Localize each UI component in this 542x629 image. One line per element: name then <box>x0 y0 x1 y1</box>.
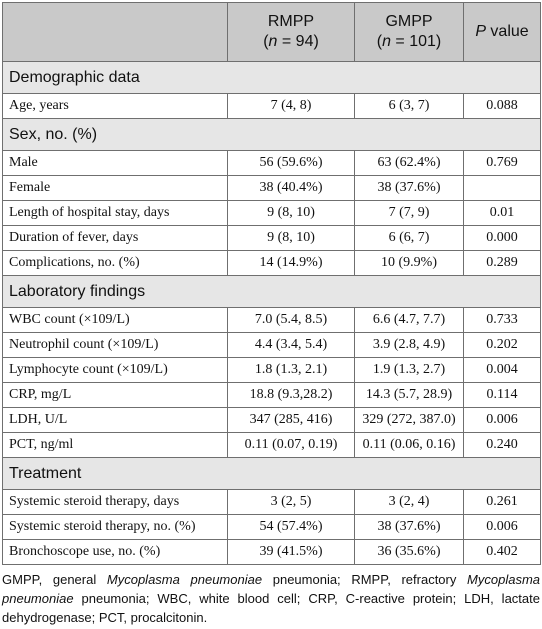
rmpp-value: 347 (285, 416) <box>227 407 355 433</box>
section-title: Sex, no. (%) <box>2 118 541 151</box>
header-rmpp-n: (n = 94) <box>263 33 319 50</box>
rmpp-value: 0.11 (0.07, 0.19) <box>227 432 355 458</box>
gmpp-value: 6.6 (4.7, 7.7) <box>354 307 464 333</box>
gmpp-value: 0.11 (0.06, 0.16) <box>354 432 464 458</box>
gmpp-value: 1.9 (1.3, 2.7) <box>354 357 464 383</box>
rmpp-value: 56 (59.6%) <box>227 150 355 176</box>
gmpp-value: 6 (6, 7) <box>354 225 464 251</box>
gmpp-value: 38 (37.6%) <box>354 514 464 540</box>
rmpp-value: 9 (8, 10) <box>227 225 355 251</box>
row-label: Age, years <box>2 93 228 119</box>
p-value: 0.402 <box>463 539 541 565</box>
results-table-container: RMPP (n = 94) GMPP (n = 101) P value Dem… <box>2 2 541 565</box>
p-value: 0.261 <box>463 489 541 515</box>
gmpp-value: 329 (272, 387.0) <box>354 407 464 433</box>
header-gmpp: GMPP (n = 101) <box>354 2 464 62</box>
table-row: Male 56 (59.6%) 63 (62.4%) 0.769 <box>2 150 541 176</box>
row-label: Complications, no. (%) <box>2 250 228 276</box>
header-rmpp-label: RMPP <box>267 13 315 30</box>
row-label: CRP, mg/L <box>2 382 228 408</box>
table-row: Neutrophil count (×109/L) 4.4 (3.4, 5.4) 3… <box>2 332 541 358</box>
table-row: Age, years 7 (4, 8) 6 (3, 7) 0.088 <box>2 93 541 119</box>
header-rmpp: RMPP (n = 94) <box>227 2 355 62</box>
gmpp-value: 63 (62.4%) <box>354 150 464 176</box>
p-value: 0.006 <box>463 407 541 433</box>
rmpp-value: 1.8 (1.3, 2.1) <box>227 357 355 383</box>
table-footnote: GMPP, general Mycoplasma pneumoniae pneu… <box>2 572 540 625</box>
table-row: Duration of fever, days 9 (8, 10) 6 (6, 7)… <box>2 225 541 251</box>
section-header-row: Demographic data <box>2 61 541 94</box>
rmpp-value: 18.8 (9.3,28.2) <box>227 382 355 408</box>
gmpp-value: 38 (37.6%) <box>354 175 464 201</box>
section-header-row: Treatment <box>2 457 541 490</box>
rmpp-value: 4.4 (3.4, 5.4) <box>227 332 355 358</box>
p-value: 0.01 <box>463 200 541 226</box>
p-value: 0.000 <box>463 225 541 251</box>
section-title: Treatment <box>2 457 541 490</box>
p-value: 0.006 <box>463 514 541 540</box>
row-label: Length of hospital stay, days <box>2 200 228 226</box>
table-row: Complications, no. (%) 14 (14.9%) 10 (9.9%… <box>2 250 541 276</box>
p-value: 0.004 <box>463 357 541 383</box>
section-header-row: Sex, no. (%) <box>2 118 541 151</box>
rmpp-value: 38 (40.4%) <box>227 175 355 201</box>
p-value: 0.733 <box>463 307 541 333</box>
row-label: LDH, U/L <box>2 407 228 433</box>
section-header-row: Laboratory findings <box>2 275 541 308</box>
row-label: Duration of fever, days <box>2 225 228 251</box>
row-label: Female <box>2 175 228 201</box>
table-header-row: RMPP (n = 94) GMPP (n = 101) P value <box>2 2 541 62</box>
gmpp-value: 14.3 (5.7, 28.9) <box>354 382 464 408</box>
table-row: PCT, ng/ml 0.11 (0.07, 0.19) 0.11 (0.06, 0… <box>2 432 541 458</box>
rmpp-value: 9 (8, 10) <box>227 200 355 226</box>
gmpp-value: 3 (2, 4) <box>354 489 464 515</box>
header-gmpp-n: (n = 101) <box>376 33 442 50</box>
row-label: PCT, ng/ml <box>2 432 228 458</box>
table-body: Demographic data Age, years 7 (4, 8) 6 (3, … <box>2 61 541 565</box>
rmpp-value: 7.0 (5.4, 8.5) <box>227 307 355 333</box>
table-row: Bronchoscope use, no. (%) 39 (41.5%) 36 (3… <box>2 539 541 565</box>
row-label: WBC count (×109/L) <box>2 307 228 333</box>
row-label: Lymphocyte count (×109/L) <box>2 357 228 383</box>
table-row: CRP, mg/L 18.8 (9.3,28.2) 14.3 (5.7, 28.9)… <box>2 382 541 408</box>
section-title: Laboratory findings <box>2 275 541 308</box>
gmpp-value: 6 (3, 7) <box>354 93 464 119</box>
row-label: Bronchoscope use, no. (%) <box>2 539 228 565</box>
table-row: Female 38 (40.4%) 38 (37.6%) <box>2 175 541 201</box>
p-value: 0.289 <box>463 250 541 276</box>
rmpp-value: 54 (57.4%) <box>227 514 355 540</box>
rmpp-value: 7 (4, 8) <box>227 93 355 119</box>
p-value: 0.088 <box>463 93 541 119</box>
p-value: 0.769 <box>463 150 541 176</box>
table-row: WBC count (×109/L) 7.0 (5.4, 8.5) 6.6 (4.7… <box>2 307 541 333</box>
rmpp-value: 14 (14.9%) <box>227 250 355 276</box>
header-p-value: P value <box>463 2 541 62</box>
rmpp-value: 3 (2, 5) <box>227 489 355 515</box>
row-label: Male <box>2 150 228 176</box>
row-label: Systemic steroid therapy, no. (%) <box>2 514 228 540</box>
rmpp-value: 39 (41.5%) <box>227 539 355 565</box>
header-gmpp-label: GMPP <box>385 13 433 30</box>
table-row: Systemic steroid therapy, no. (%) 54 (57.… <box>2 514 541 540</box>
p-value: 0.202 <box>463 332 541 358</box>
gmpp-value: 3.9 (2.8, 4.9) <box>354 332 464 358</box>
table-row: Systemic steroid therapy, days 3 (2, 5) 3 … <box>2 489 541 515</box>
header-blank-cell <box>2 2 228 62</box>
table-row: Length of hospital stay, days 9 (8, 10) 7 … <box>2 200 541 226</box>
row-label: Systemic steroid therapy, days <box>2 489 228 515</box>
gmpp-value: 10 (9.9%) <box>354 250 464 276</box>
row-label: Neutrophil count (×109/L) <box>2 332 228 358</box>
p-value: 0.114 <box>463 382 541 408</box>
table-row: LDH, U/L 347 (285, 416) 329 (272, 387.0) 0.… <box>2 407 541 433</box>
p-value: 0.240 <box>463 432 541 458</box>
comparison-table: RMPP (n = 94) GMPP (n = 101) P value Dem… <box>2 2 541 565</box>
gmpp-value: 7 (7, 9) <box>354 200 464 226</box>
gmpp-value: 36 (35.6%) <box>354 539 464 565</box>
section-title: Demographic data <box>2 61 541 94</box>
table-row: Lymphocyte count (×109/L) 1.8 (1.3, 2.1) 1… <box>2 357 541 383</box>
p-value <box>463 175 541 201</box>
